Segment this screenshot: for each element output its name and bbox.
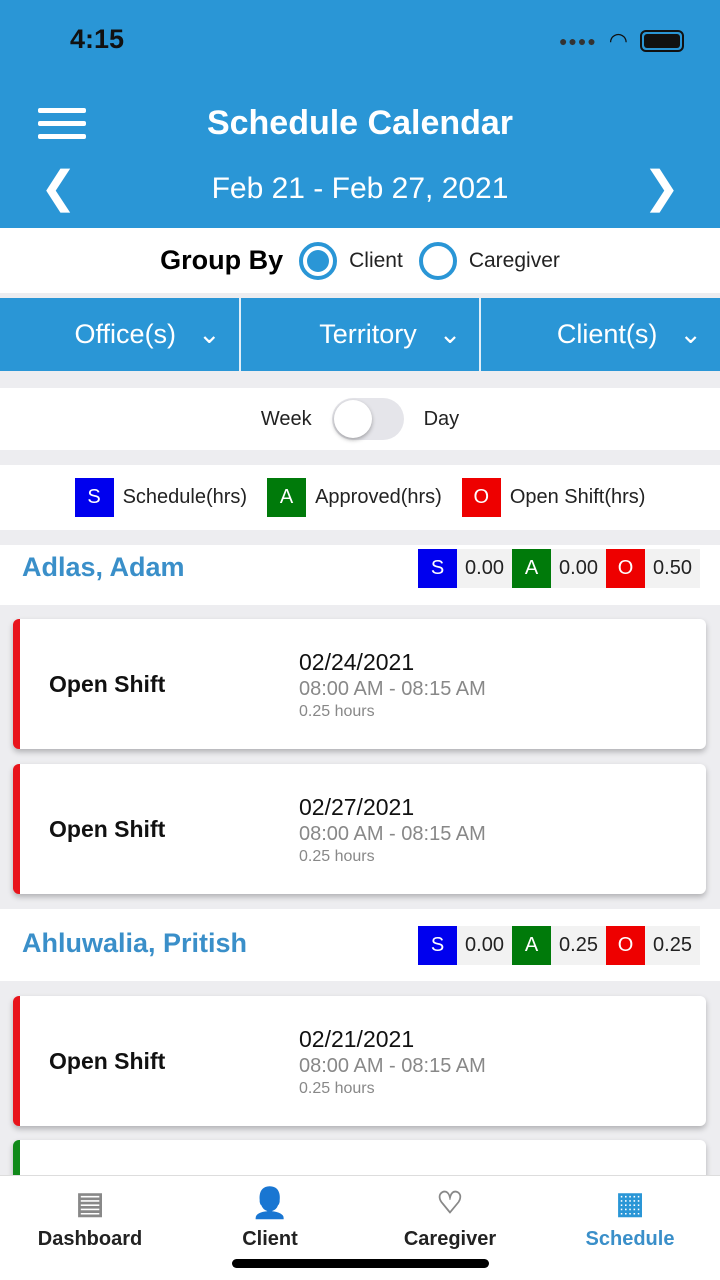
shift-time: 08:00 AM - 08:15 AM [299,678,486,700]
week-day-toggle[interactable] [331,398,404,440]
approved-hours: 0.25 [551,926,606,965]
open-hours: 0.25 [645,926,700,965]
next-week-icon[interactable]: ❯ [643,163,680,212]
territory-filter-label: Territory [319,319,417,349]
open-key: O [606,549,645,588]
status-icons: ●●●● ◠ [559,28,684,54]
schedule-key: S [418,926,457,965]
legend-open-shift: O Open Shift(hrs) [461,478,646,517]
tab-label: Client [242,1228,298,1250]
approved-key: A [512,926,551,965]
legend-key: A [267,478,307,517]
shift-card[interactable]: Open Shift 02/21/2021 08:00 AM - 08:15 A… [13,996,706,1126]
shift-card[interactable]: Open Shift 02/24/2021 08:00 AM - 08:15 A… [13,619,706,749]
schedule-hours: 0.00 [457,549,512,588]
page-title: Schedule Calendar [206,104,514,142]
chevron-down-icon: ⌄ [438,319,462,349]
radio-caregiver-label: Caregiver [468,248,560,272]
territory-filter[interactable]: Territory ⌄ [240,298,480,371]
filters: Office(s) ⌄ Territory ⌄ Client(s) ⌄ [0,298,720,371]
shift-hours: 0.25 hours [299,848,375,865]
legend-label: Schedule(hrs) [122,486,248,508]
shift-date: 02/24/2021 [299,649,415,675]
tab-client[interactable]: 👤 Client [180,1176,360,1280]
client-filter-label: Client(s) [556,319,658,349]
legend-key: S [74,478,114,517]
legend-key: O [461,478,501,517]
shift-type: Open Shift [49,1048,166,1074]
status-time: 4:15 [70,24,125,54]
shift-hours: 0.25 hours [299,1080,375,1097]
tab-caregiver[interactable]: ♡ Caregiver [360,1176,540,1280]
client-name: Adlas, Adam [22,552,185,582]
battery-icon [640,30,684,52]
tab-label: Schedule [585,1228,675,1250]
home-indicator [232,1259,489,1268]
legend-label: Approved(hrs) [315,486,442,508]
shift-time: 08:00 AM - 08:15 AM [299,1055,486,1077]
signal-icon: ●●●● [558,33,597,49]
legend-approved: A Approved(hrs) [267,478,442,517]
header: 4:15 ●●●● ◠ Schedule Calendar Feb 21 - F… [0,0,720,228]
view-toggle-row: Week Day [0,388,720,450]
approved-hours: 0.00 [551,549,606,588]
group-by-label: Group By [160,245,284,275]
shift-hours: 0.25 hours [299,703,375,720]
chevron-down-icon: ⌄ [198,319,221,349]
radio-client-label: Client [349,248,403,272]
radio-client[interactable] [299,241,338,280]
shift-type: Open Shift [49,816,166,842]
approved-key: A [512,549,551,588]
week-label: Week [260,407,312,430]
prev-week-icon[interactable]: ❮ [40,163,77,212]
shift-card[interactable]: Open Shift 02/27/2021 08:00 AM - 08:15 A… [13,764,706,894]
client-icon: 👤 [251,1187,289,1220]
caregiver-icon: ♡ [436,1187,464,1220]
client-header[interactable]: Ahluwalia, Pritish S 0.00 A 0.25 O 0.25 [0,909,720,981]
dashboard-icon: ▤ [75,1187,105,1220]
shift-type: Open Shift [49,671,166,697]
shift-time: 08:00 AM - 08:15 AM [299,823,486,845]
client-header[interactable]: Adlas, Adam S 0.00 A 0.00 O 0.50 [0,545,720,605]
menu-icon[interactable] [38,108,86,147]
shift-date: 02/21/2021 [299,1026,415,1052]
legend-label: Open Shift(hrs) [509,486,646,508]
client-filter[interactable]: Client(s) ⌄ [481,298,720,371]
shift-date: 02/27/2021 [299,794,415,820]
chevron-down-icon: ⌄ [679,319,703,349]
day-label: Day [423,407,460,430]
tab-dashboard[interactable]: ▤ Dashboard [0,1176,180,1280]
schedule-hours: 0.00 [457,926,512,965]
client-totals: S 0.00 A 0.00 O 0.50 [418,549,700,588]
legend-schedule: S Schedule(hrs) [74,478,248,517]
date-range: Feb 21 - Feb 27, 2021 [211,172,509,205]
group-by-row: Group By Client Caregiver [0,228,720,293]
schedule-key: S [418,549,457,588]
client-totals: S 0.00 A 0.25 O 0.25 [418,926,700,965]
open-hours: 0.50 [645,549,700,588]
open-key: O [606,926,645,965]
wifi-icon: ◠ [608,28,628,53]
office-filter[interactable]: Office(s) ⌄ [0,298,239,371]
tab-schedule[interactable]: ▦ Schedule [540,1176,720,1280]
calendar-icon: ▦ [615,1187,645,1220]
tab-label: Caregiver [403,1228,497,1250]
radio-caregiver[interactable] [418,241,457,280]
tab-label: Dashboard [37,1228,143,1250]
client-name: Ahluwalia, Pritish [22,928,248,958]
office-filter-label: Office(s) [74,319,177,349]
legend: S Schedule(hrs) A Approved(hrs) O Open Shif… [0,465,720,530]
